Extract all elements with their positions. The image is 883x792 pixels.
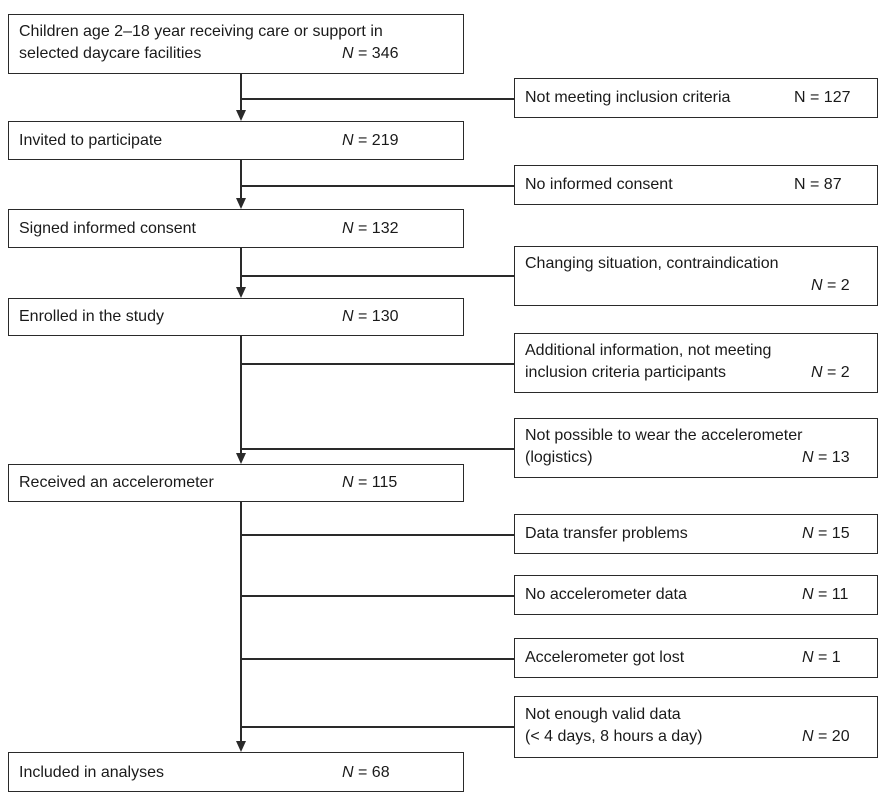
branch-8 — [240, 658, 514, 660]
arrow-down-5 — [236, 741, 246, 752]
main-box-consented: Signed informed consent N = 132 — [8, 209, 464, 248]
exclusion-count: N = 20 — [802, 728, 850, 745]
exclusion-box-not-meeting-criteria: Not meeting inclusion criteria N = 127 — [514, 78, 878, 118]
exclusion-label-line-2: inclusion criteria participants — [525, 364, 726, 381]
exclusion-box-not-possible-to-wear: Not possible to wear the accelerometer (… — [514, 418, 878, 478]
main-box-count: N = 68 — [342, 764, 390, 781]
exclusion-box-accelerometer-lost: Accelerometer got lost N = 1 — [514, 638, 878, 678]
exclusion-label-line-2: (< 4 days, 8 hours a day) — [525, 728, 703, 745]
main-box-count: N = 346 — [342, 45, 399, 62]
exclusion-label: Not meeting inclusion criteria — [525, 89, 731, 106]
main-box-received-accelerometer: Received an accelerometer N = 115 — [8, 464, 464, 502]
exclusion-box-not-enough-valid-data: Not enough valid data (< 4 days, 8 hours… — [514, 696, 878, 758]
main-box-count: N = 130 — [342, 308, 399, 325]
exclusion-count: N = 13 — [802, 449, 850, 466]
exclusion-count: N = 87 — [794, 176, 842, 193]
branch-4 — [240, 363, 514, 365]
exclusion-count: N = 15 — [802, 525, 850, 542]
exclusion-label: No informed consent — [525, 176, 673, 193]
branch-9 — [240, 726, 514, 728]
exclusion-label: Accelerometer got lost — [525, 649, 685, 666]
exclusion-box-additional-information: Additional information, not meeting incl… — [514, 333, 878, 393]
main-box-enrolled: Enrolled in the study N = 130 — [8, 298, 464, 336]
exclusion-count: N = 2 — [811, 364, 850, 381]
main-box-label-line-2: selected daycare facilities — [19, 45, 202, 62]
main-box-count: N = 219 — [342, 132, 399, 149]
branch-6 — [240, 534, 514, 536]
main-box-count: N = 115 — [342, 474, 398, 491]
trunk-segment-5 — [240, 502, 242, 746]
trunk-segment-4 — [240, 336, 242, 458]
exclusion-label: Changing situation, contraindication — [525, 255, 779, 272]
arrow-down-2 — [236, 198, 246, 209]
exclusion-box-no-consent: No informed consent N = 87 — [514, 165, 878, 205]
trunk-segment-1 — [240, 74, 242, 114]
arrow-down-1 — [236, 110, 246, 121]
exclusion-box-changing-situation: Changing situation, contraindication N =… — [514, 246, 878, 306]
main-box-label: Invited to participate — [19, 132, 163, 149]
main-box-invited: Invited to participate N = 219 — [8, 121, 464, 160]
exclusion-count: N = 2 — [811, 277, 850, 294]
main-box-label-line-1: Children age 2–18 year receiving care or… — [19, 23, 383, 40]
exclusion-label: Data transfer problems — [525, 525, 688, 542]
arrow-down-4 — [236, 453, 246, 464]
exclusion-label-line-1: Not enough valid data — [525, 706, 681, 723]
branch-1 — [240, 98, 514, 100]
branch-5 — [240, 448, 514, 450]
branch-3 — [240, 275, 514, 277]
exclusion-label-line-1: Additional information, not meeting — [525, 342, 772, 359]
trunk-segment-3 — [240, 248, 242, 292]
exclusion-count: N = 11 — [802, 586, 849, 603]
exclusion-label: No accelerometer data — [525, 586, 687, 603]
exclusion-count: N = 127 — [794, 89, 851, 106]
branch-7 — [240, 595, 514, 597]
main-box-label: Enrolled in the study — [19, 308, 164, 325]
main-box-screened: Children age 2–18 year receiving care or… — [8, 14, 464, 74]
branch-2 — [240, 185, 514, 187]
main-box-label: Signed informed consent — [19, 220, 196, 237]
main-box-count: N = 132 — [342, 220, 399, 237]
main-box-included: Included in analyses N = 68 — [8, 752, 464, 792]
trunk-segment-2 — [240, 160, 242, 204]
exclusion-label-line-1: Not possible to wear the accelerometer — [525, 427, 803, 444]
arrow-down-3 — [236, 287, 246, 298]
exclusion-label-line-2: (logistics) — [525, 449, 593, 466]
exclusion-count: N = 1 — [802, 649, 841, 666]
exclusion-box-no-accelerometer-data: No accelerometer data N = 11 — [514, 575, 878, 615]
main-box-label: Received an accelerometer — [19, 474, 214, 491]
exclusion-box-data-transfer-problems: Data transfer problems N = 15 — [514, 514, 878, 554]
main-box-label: Included in analyses — [19, 764, 164, 781]
